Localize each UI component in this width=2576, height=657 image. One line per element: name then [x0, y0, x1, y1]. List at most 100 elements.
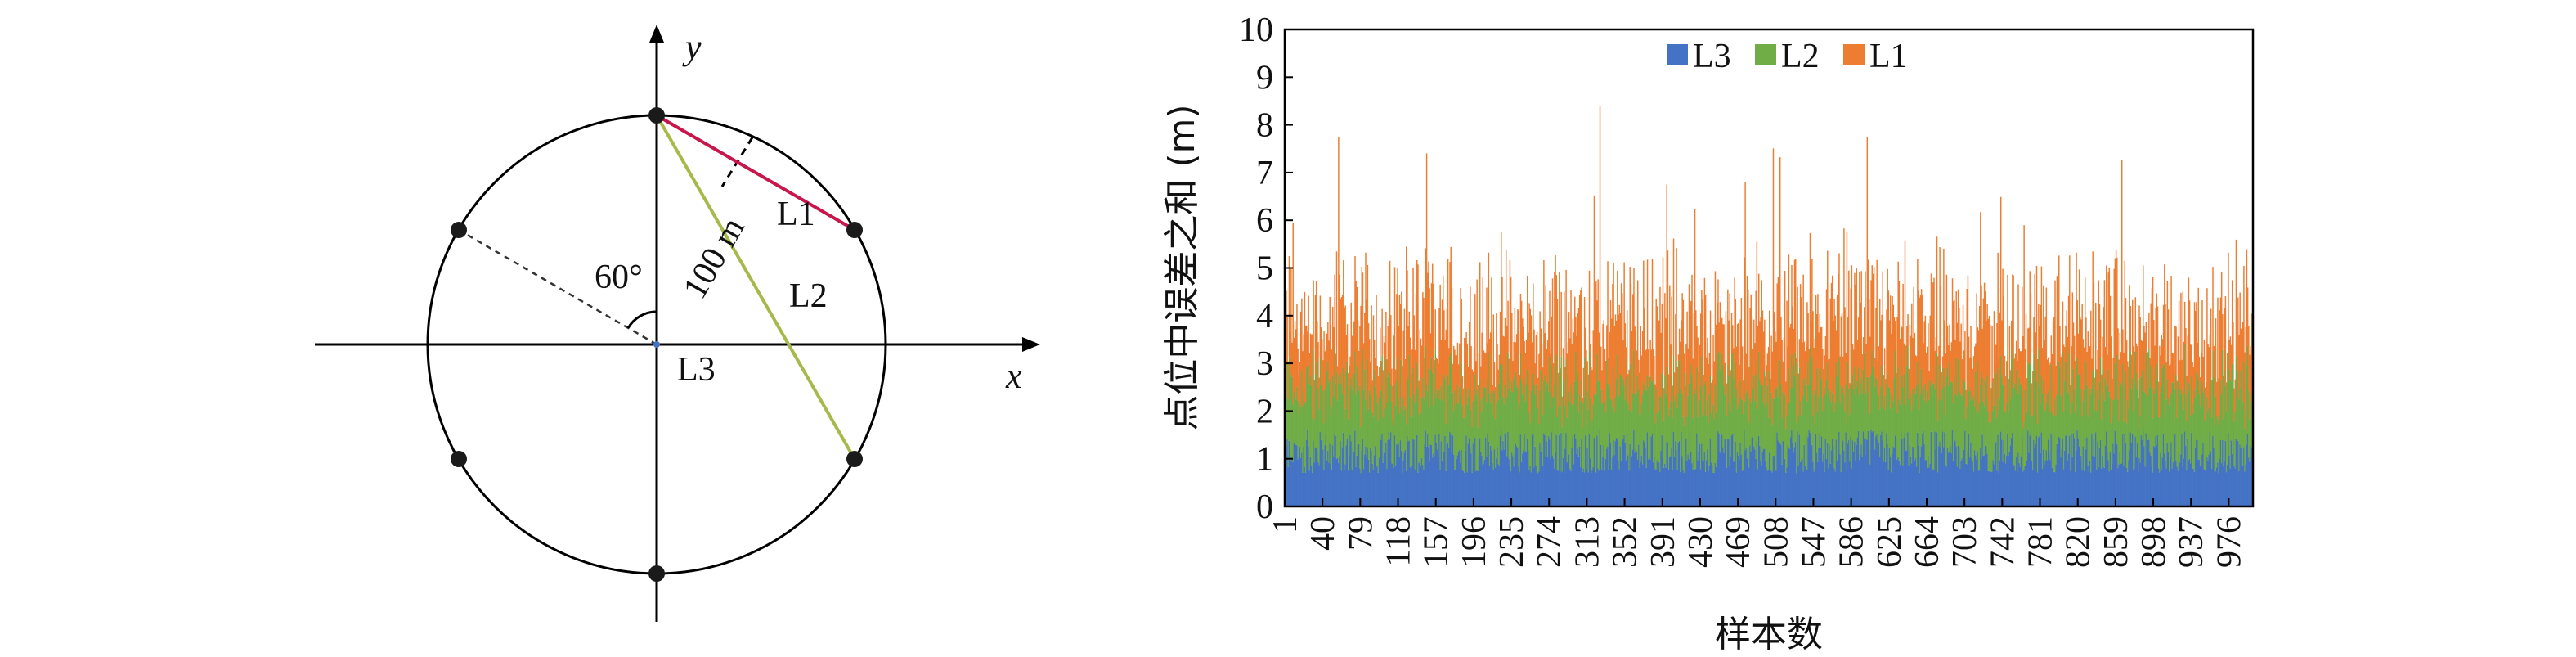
bar-segment-l1 [1493, 361, 1496, 391]
bar-segment-l1 [2224, 296, 2227, 386]
bar-segment-l3 [1748, 467, 1750, 506]
bar-segment-l1 [1851, 265, 1853, 385]
bar-segment-l1 [1418, 380, 1420, 415]
bar-segment-l1 [1351, 335, 1353, 390]
bar-segment-l2 [1411, 416, 1413, 466]
bar-segment-l2 [1412, 367, 1414, 439]
bar-segment-l1 [1840, 316, 1842, 386]
bar-segment-l1 [1844, 307, 1846, 412]
bar-segment-l3 [1982, 455, 1985, 506]
bar-segment-l2 [2177, 381, 2179, 471]
bar-segment-l3 [1333, 457, 1335, 506]
bar-segment-l3 [2014, 470, 2017, 506]
bar-segment-l2 [1503, 403, 1506, 450]
bar-segment-l2 [1474, 374, 1476, 438]
bar-segment-l3 [1975, 455, 1977, 506]
bar-segment-l3 [1475, 471, 1477, 506]
bar-segment-l1 [1407, 326, 1409, 380]
bar-segment-l1 [1738, 323, 1739, 405]
bar-segment-l2 [1943, 367, 1945, 448]
bar-segment-l3 [1585, 435, 1586, 506]
bar-segment-l2 [2155, 368, 2156, 437]
bar-segment-l3 [1691, 463, 1693, 506]
bar-segment-l2 [1304, 402, 1307, 473]
bar-segment-l1 [2012, 274, 2013, 351]
bar-segment-l2 [1925, 403, 1928, 460]
bar-segment-l2 [1559, 370, 1560, 435]
bar-segment-l2 [2056, 394, 2058, 444]
bar-segment-l2 [1574, 381, 1576, 434]
bar-segment-l2 [2125, 371, 2127, 444]
bar-segment-l2 [2225, 412, 2228, 473]
bar-segment-l2 [1680, 389, 1681, 472]
bar-segment-l2 [1671, 376, 1672, 448]
bar-segment-l3 [1964, 430, 1966, 506]
bar-segment-l3 [1398, 457, 1401, 506]
bar-segment-l1 [1798, 339, 1801, 368]
bar-segment-l2 [2185, 394, 2187, 446]
bar-segment-l3 [1481, 456, 1483, 506]
bar-segment-l2 [2044, 410, 2046, 461]
point-center [653, 341, 660, 348]
bar-segment-l2 [1902, 387, 1904, 466]
bar-segment-l3 [1551, 455, 1554, 506]
bar-segment-l1 [1952, 301, 1954, 404]
bar-segment-l2 [1918, 384, 1919, 446]
bar-segment-l1 [1707, 337, 1708, 401]
bar-segment-l1 [1416, 260, 1418, 363]
bar-segment-l2 [1292, 404, 1294, 462]
bar-segment-l1 [2038, 304, 2040, 349]
bar-segment-l3 [1974, 450, 1976, 506]
bar-segment-l1 [1570, 290, 1572, 386]
bar-segment-l3 [2148, 439, 2150, 506]
bar-segment-l3 [1420, 466, 1422, 506]
bar-segment-l1 [1990, 388, 1992, 422]
bar-segment-l3 [1898, 460, 1901, 506]
bar-segment-l2 [1830, 402, 1833, 451]
bar-segment-l2 [2027, 362, 2029, 431]
bar-segment-l3 [1487, 434, 1488, 506]
bar-segment-l2 [1905, 404, 1907, 451]
bar-segment-l1 [2078, 269, 2080, 374]
angle-arc [626, 310, 657, 329]
bar-segment-l3 [1986, 453, 1988, 506]
bar-segment-l3 [1456, 455, 1459, 506]
bar-segment-l3 [1433, 453, 1434, 506]
bar-segment-l1 [1667, 250, 1669, 367]
bar-segment-l3 [1701, 443, 1703, 506]
bar-segment-l2 [1938, 398, 1940, 447]
bar-segment-l1 [1539, 311, 1541, 390]
bar-segment-l2 [1301, 370, 1303, 453]
bar-segment-l3 [1587, 472, 1590, 506]
bar-segment-l2 [1708, 394, 1711, 466]
bar-segment-l1 [1310, 334, 1313, 386]
bar-segment-l3 [1286, 439, 1288, 506]
bar-segment-l1 [2231, 280, 2233, 364]
bar-segment-l1 [1833, 299, 1835, 412]
bar-segment-l2 [1548, 392, 1550, 437]
bar-segment-l1 [2118, 359, 2120, 421]
bar-segment-l2 [1407, 380, 1409, 442]
bar-segment-l1 [2188, 300, 2191, 384]
bar-segment-l1 [2107, 272, 2109, 370]
bar-segment-l2 [2113, 399, 2115, 454]
bar-segment-l3 [2181, 434, 2183, 506]
bar-segment-l2 [2064, 381, 2066, 451]
bar-segment-l1 [2207, 344, 2209, 412]
bar-segment-l3 [1502, 440, 1504, 506]
bar-segment-l3 [1393, 435, 1396, 506]
bar-segment-l3 [1743, 470, 1744, 506]
bar-segment-l2 [1766, 385, 1769, 471]
bar-segment-l3 [1874, 449, 1876, 506]
bar-segment-l3 [1848, 440, 1850, 506]
bar-segment-l1 [1709, 310, 1712, 376]
bar-segment-l2 [1568, 392, 1570, 455]
bar-segment-l1 [2059, 326, 2061, 367]
bar-segment-l2 [2238, 399, 2240, 472]
bar-segment-l2 [2159, 417, 2161, 473]
bar-segment-l2 [1866, 376, 1869, 440]
bar-segment-l2 [2134, 351, 2137, 437]
bar-segment-l2 [1993, 405, 1995, 465]
bar-segment-l1 [1349, 356, 1351, 386]
bar-segment-l3 [1669, 457, 1671, 506]
